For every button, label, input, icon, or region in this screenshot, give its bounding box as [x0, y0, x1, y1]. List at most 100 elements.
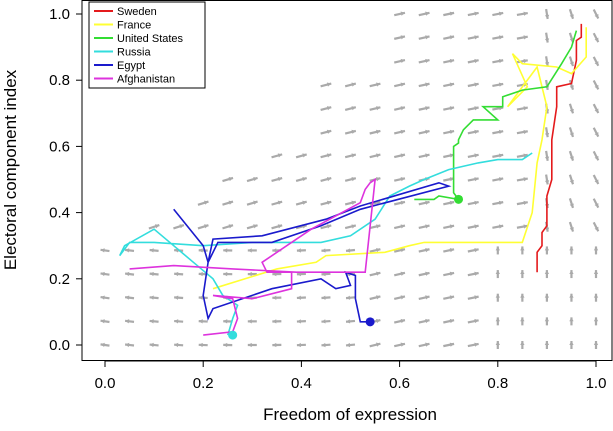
field-arrow-head	[277, 200, 283, 205]
field-arrow-head	[302, 153, 307, 158]
field-arrow-head	[400, 153, 405, 158]
field-arrow-head	[449, 342, 455, 347]
field-arrow-head	[296, 319, 301, 324]
series-line-france	[212, 27, 588, 290]
series-line-afghanistan	[129, 177, 377, 336]
x-axis-title: Freedom of expression	[263, 405, 437, 424]
legend-label: Afghanistan	[117, 74, 175, 86]
field-arrow-head	[474, 11, 479, 16]
field-arrow-head	[198, 295, 203, 300]
field-arrow-head	[594, 61, 599, 66]
field-arrow-head	[346, 248, 351, 253]
field-arrow-head	[326, 200, 332, 205]
field-arrow-head	[376, 247, 381, 253]
field-arrow-head	[376, 271, 381, 276]
field-arrow-head	[351, 200, 356, 205]
y-tick-label: 1.0	[49, 6, 70, 23]
field-arrow-head	[449, 11, 455, 16]
field-arrow-head	[569, 85, 574, 90]
field-arrow-head	[302, 200, 307, 205]
field-arrow-head	[223, 319, 228, 324]
field-arrow-head	[425, 82, 430, 87]
field-arrow-head	[100, 248, 105, 253]
field-arrow-head	[498, 82, 504, 87]
field-arrow-head	[425, 247, 430, 253]
field-arrow-head	[326, 224, 332, 229]
field-arrow-head	[346, 295, 351, 300]
endpoint-marker-egypt	[365, 317, 375, 327]
field-arrow-head	[326, 153, 332, 158]
field-arrow-head	[544, 246, 550, 251]
field-arrow-head	[495, 341, 500, 345]
field-arrow-head	[520, 293, 525, 298]
field-arrow-head	[594, 84, 599, 90]
field-arrow-head	[449, 200, 455, 205]
field-arrow-head	[544, 180, 550, 185]
field-arrow-head	[498, 177, 504, 182]
series-line-sweden	[536, 23, 583, 273]
field-arrow-head	[125, 248, 130, 253]
y-axis-title: Electoral component index	[1, 69, 20, 270]
vector-field	[100, 8, 600, 349]
field-arrow-head	[425, 153, 430, 158]
y-tick-label: 0.4	[49, 205, 70, 222]
field-arrow-head	[569, 317, 574, 322]
field-arrow-head	[351, 82, 356, 87]
field-arrow-head	[569, 227, 574, 232]
field-arrow-head	[544, 227, 550, 232]
field-arrow-head	[498, 35, 504, 40]
field-arrow-head	[520, 341, 525, 345]
field-arrow-head	[149, 295, 154, 300]
field-arrow-head	[400, 58, 405, 64]
field-arrow-head	[376, 295, 381, 300]
field-arrow-head	[425, 129, 430, 134]
field-arrow-head	[594, 13, 599, 19]
axes: 0.0 0.2 0.4 0.6 0.8 1.0 0.0 0.2 0.4 0.6 0.8 1.0	[49, 6, 606, 392]
field-arrow-head	[425, 35, 430, 40]
endpoint-marker-united-states	[454, 194, 464, 204]
field-arrow-head	[400, 247, 405, 253]
field-arrow-head	[351, 129, 356, 134]
field-arrow-head	[376, 342, 381, 347]
field-arrow-head	[198, 342, 203, 348]
field-arrow-head	[498, 153, 504, 158]
field-arrow-head	[400, 295, 405, 300]
field-arrow-head	[523, 200, 528, 205]
field-arrow-head	[544, 317, 550, 322]
field-arrow-head	[223, 342, 228, 348]
field-arrow-head	[247, 319, 252, 324]
field-arrow-head	[449, 318, 455, 324]
field-arrow-head	[376, 224, 381, 229]
field-arrow-head	[400, 129, 405, 134]
field-arrow-head	[100, 295, 105, 300]
field-arrow-head	[544, 132, 550, 138]
field-arrow-head	[520, 246, 525, 251]
y-tick-label: 0.0	[49, 337, 70, 354]
field-arrow-head	[495, 293, 500, 298]
field-arrow-head	[474, 129, 479, 135]
field-arrow-head	[376, 106, 381, 111]
field-arrow-head	[593, 317, 599, 322]
field-arrow-head	[523, 153, 528, 158]
field-arrow-head	[425, 224, 430, 229]
field-arrow-head	[321, 295, 326, 300]
legend-label: France	[117, 20, 151, 32]
endpoint-markers	[228, 194, 464, 340]
field-arrow-head	[425, 295, 430, 300]
y-tick-label: 0.6	[49, 138, 70, 155]
field-arrow-head	[569, 156, 574, 161]
field-arrow-head	[594, 108, 599, 114]
field-arrow-head	[449, 82, 455, 87]
field-arrow-head	[523, 35, 528, 40]
field-arrow-head	[272, 271, 277, 277]
field-arrow-head	[449, 58, 455, 64]
field-arrow-head	[351, 153, 356, 158]
field-arrow-head	[569, 246, 574, 251]
field-arrow-head	[149, 342, 154, 348]
field-arrow-head	[544, 270, 550, 275]
x-tick-label: 0.0	[95, 375, 116, 392]
field-arrow-head	[523, 224, 528, 229]
field-arrow-head	[321, 248, 326, 253]
field-arrow-head	[346, 319, 351, 324]
field-arrow-head	[228, 176, 234, 182]
